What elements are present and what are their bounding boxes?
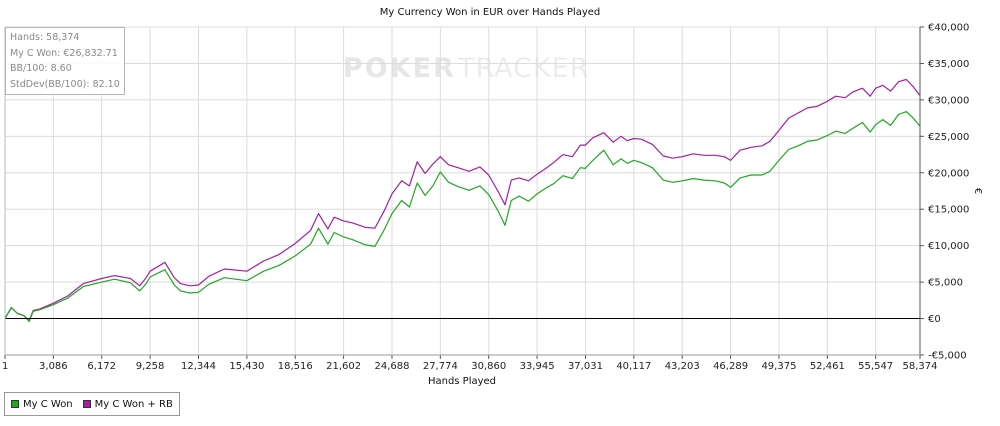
- legend-label-won-rb: My C Won + RB: [94, 398, 173, 410]
- x-tick-label: 30,860: [471, 361, 506, 372]
- chart-title: My Currency Won in EUR over Hands Played: [380, 7, 601, 18]
- y-tick-label: -€5,000: [928, 351, 967, 362]
- legend-swatch-won-rb: [82, 400, 91, 408]
- x-tick-label: 18,516: [278, 361, 313, 372]
- y-tick-label: €20,000: [928, 168, 969, 179]
- x-tick-label: 9,258: [136, 361, 165, 372]
- y-tick-label: €5,000: [928, 278, 963, 289]
- x-tick-label: 49,375: [761, 361, 796, 372]
- watermark-part1: POKER: [343, 53, 456, 84]
- y-tick-label: €15,000: [928, 205, 969, 216]
- series-lines: [4, 78, 921, 323]
- x-tick-label: 1: [2, 361, 8, 372]
- y-tick-label: €30,000: [928, 95, 969, 106]
- legend: My C Won My C Won + RB: [4, 392, 180, 416]
- x-tick-label: 12,344: [181, 361, 216, 372]
- x-tick-label: 27,774: [423, 361, 458, 372]
- x-axis-title: Hands Played: [428, 376, 496, 387]
- x-tick-label: 15,430: [229, 361, 264, 372]
- y-tick-label: €10,000: [928, 241, 969, 252]
- y-tick-label: €0: [928, 314, 941, 325]
- legend-label-won: My C Won: [23, 398, 73, 410]
- y-tick-label: €35,000: [928, 59, 969, 70]
- x-tick-label: 6,172: [87, 361, 116, 372]
- x-tick-label: 24,688: [374, 361, 409, 372]
- tick-labels: -€5,000 €0 €5,000 €10,000 €15,000 €20,000 €25,…: [2, 23, 969, 373]
- x-tick-label: 33,945: [520, 361, 555, 372]
- stats-stddev: StdDev(BB/100): 82.10: [10, 78, 120, 90]
- x-tick-label: 37,031: [568, 361, 603, 372]
- legend-item-won[interactable]: My C Won: [11, 399, 73, 410]
- x-tick-label: 55,547: [858, 361, 893, 372]
- x-tick-label: 40,117: [616, 361, 651, 372]
- x-tick-label: 21,602: [326, 361, 361, 372]
- legend-swatch-won: [11, 400, 19, 408]
- stats-bb100: BB/100: 8.60: [10, 63, 72, 74]
- series-line-won: [4, 111, 921, 323]
- x-tick-label: 58,374: [903, 361, 938, 372]
- legend-item-won-rb[interactable]: My C Won + RB: [82, 398, 173, 410]
- stats-box: Hands: 58,374 My C Won: €26,832.71 BB/10…: [5, 27, 125, 95]
- y-tick-label: €25,000: [928, 132, 969, 143]
- series-line-won-rb: [4, 78, 921, 322]
- y-tick-label: €40,000: [928, 23, 969, 34]
- y-axis-title: €: [972, 188, 983, 194]
- x-tick-label: 43,203: [665, 361, 700, 372]
- axes: [4, 26, 924, 359]
- x-tick-label: 3,086: [39, 361, 68, 372]
- x-tick-label: 46,289: [713, 361, 748, 372]
- watermark-part2: TRACKER: [457, 53, 590, 84]
- x-tick-label: 52,461: [810, 361, 845, 372]
- pokertracker-watermark: POKER TRACKER: [343, 53, 590, 84]
- stats-hands: Hands: 58,374: [10, 32, 80, 43]
- stats-won: My C Won: €26,832.71: [10, 47, 118, 59]
